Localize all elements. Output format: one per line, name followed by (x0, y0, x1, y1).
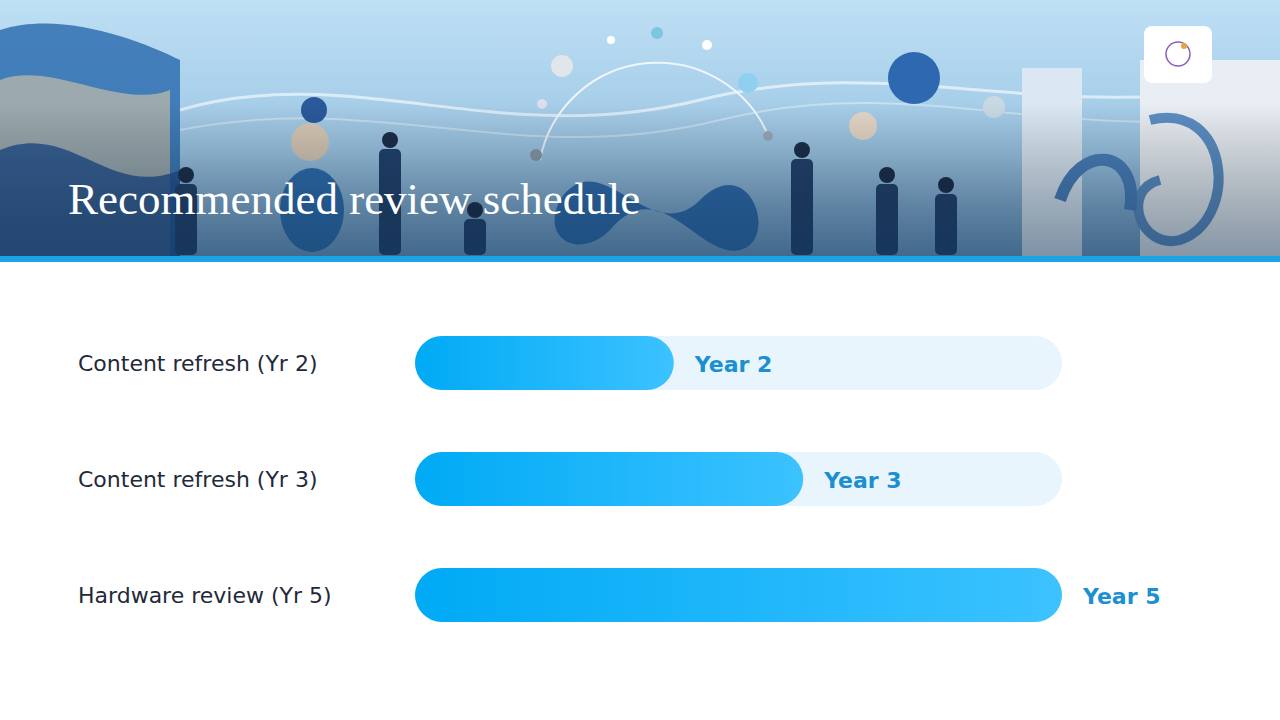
logo-badge (1144, 26, 1212, 83)
data-label: Year 5 (1082, 584, 1161, 609)
header-bg (0, 0, 1280, 257)
data-labels: Year 2 Year 3 Year 5 (694, 352, 1161, 609)
y-tick-labels: Content refresh (Yr 2) Content refresh (Y… (78, 351, 332, 608)
bar (415, 568, 1062, 622)
chart-canvas: Recommended review schedule Content refre… (0, 0, 1280, 720)
bar (415, 452, 803, 506)
data-label: Year 2 (694, 352, 773, 377)
bar-track (415, 568, 1062, 622)
tracks (415, 336, 1062, 622)
chart-title: Recommended review schedule (68, 174, 640, 224)
bar (415, 336, 674, 390)
logo-mark (1181, 43, 1187, 49)
header-shade (0, 0, 1280, 257)
category-label: Content refresh (Yr 2) (78, 351, 317, 376)
header-rule (0, 256, 1280, 262)
bars (415, 336, 1062, 622)
header-art (0, 0, 1280, 262)
logo-mark (1166, 42, 1190, 66)
bar-track (415, 452, 1062, 506)
bar-track (415, 336, 1062, 390)
category-label: Hardware review (Yr 5) (78, 583, 332, 608)
category-label: Content refresh (Yr 3) (78, 467, 317, 492)
data-label: Year 3 (823, 468, 902, 493)
